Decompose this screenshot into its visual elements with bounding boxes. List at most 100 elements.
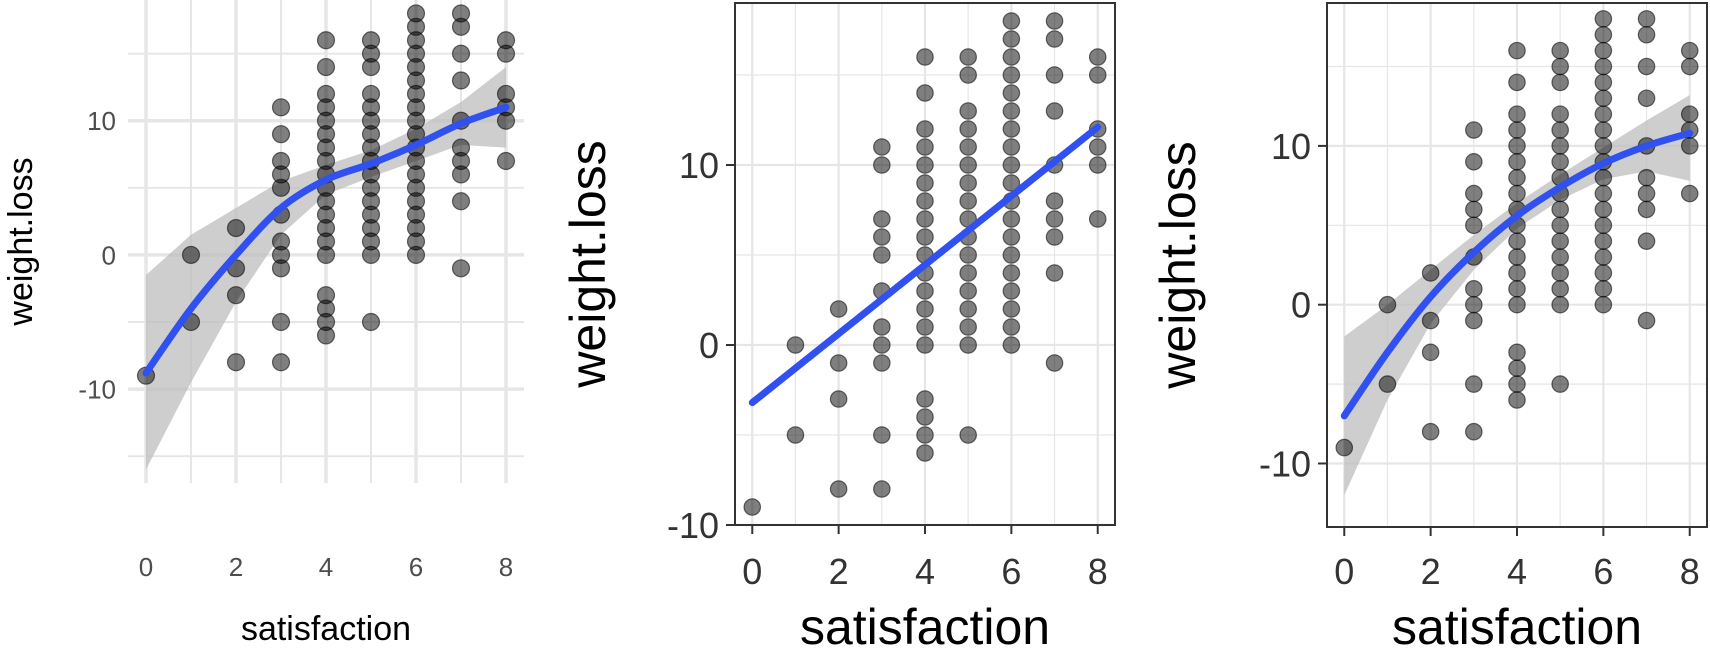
data-point <box>1002 138 1021 156</box>
x-tick-label: 2 <box>229 552 243 582</box>
data-point <box>829 300 848 318</box>
x-tick-label: 8 <box>499 552 513 582</box>
data-point <box>451 165 471 184</box>
y-tick-label: 0 <box>1291 285 1311 326</box>
x-tick-label: 2 <box>1421 551 1441 592</box>
data-point <box>1045 192 1064 210</box>
data-point <box>316 245 336 265</box>
data-point <box>916 318 934 336</box>
y-axis-title: weight.loss <box>1150 141 1206 389</box>
data-point <box>873 480 891 498</box>
data-point <box>1508 121 1526 139</box>
data-point <box>1465 216 1483 235</box>
data-point <box>1088 66 1107 84</box>
data-point <box>451 192 471 211</box>
confidence-band <box>146 67 506 470</box>
data-point <box>959 300 977 318</box>
data-point <box>1002 210 1021 228</box>
data-point <box>1594 280 1613 298</box>
data-point <box>1551 73 1569 92</box>
data-point <box>1508 295 1526 314</box>
data-point <box>916 336 934 354</box>
data-point <box>1594 105 1613 123</box>
data-point <box>1594 200 1613 219</box>
data-point <box>959 336 977 354</box>
data-point <box>959 48 977 66</box>
data-point <box>1045 354 1064 372</box>
data-point <box>1594 41 1613 60</box>
data-point <box>1465 375 1483 393</box>
data-point <box>1594 216 1613 235</box>
data-point <box>1002 102 1021 120</box>
x-tick-label: 8 <box>1088 551 1108 592</box>
data-point <box>1551 248 1569 266</box>
data-point <box>1088 210 1107 228</box>
x-tick-label: 0 <box>1334 551 1354 592</box>
data-point <box>1508 391 1526 409</box>
data-point <box>1508 343 1526 362</box>
data-point <box>451 259 471 278</box>
data-point <box>1508 264 1526 282</box>
data-point <box>1680 137 1699 155</box>
data-point <box>916 174 934 192</box>
y-tick-label: 0 <box>699 325 719 366</box>
data-point <box>959 282 977 300</box>
data-point <box>916 444 934 462</box>
data-point <box>181 245 201 265</box>
data-point <box>1465 121 1483 139</box>
data-point <box>1594 232 1613 250</box>
x-tick-label: 4 <box>319 552 333 582</box>
data-point <box>829 480 848 498</box>
data-point <box>1594 121 1613 139</box>
data-point <box>1508 248 1526 266</box>
data-point <box>1045 102 1064 120</box>
data-point <box>916 156 934 174</box>
data-point <box>916 228 934 246</box>
data-point <box>959 318 977 336</box>
data-point <box>916 138 934 156</box>
data-point <box>1045 66 1064 84</box>
data-point <box>1508 73 1526 92</box>
data-point <box>1465 280 1483 298</box>
data-point <box>1508 137 1526 155</box>
data-point <box>1088 48 1107 66</box>
data-point <box>1465 152 1483 171</box>
data-point <box>1045 264 1064 282</box>
data-point <box>271 353 291 372</box>
data-point <box>226 218 246 238</box>
x-tick-label: 4 <box>1507 551 1527 592</box>
y-tick-label: -10 <box>1259 443 1311 484</box>
data-point <box>916 48 934 66</box>
data-point <box>1002 228 1021 246</box>
chart-panel-1: 0 2 4 6 8 -10 0 10 satisfaction weight.loss <box>2 0 524 648</box>
data-point <box>1508 105 1526 123</box>
data-point <box>873 138 891 156</box>
data-point <box>959 102 977 120</box>
data-point <box>1045 12 1064 30</box>
y-tick-label: 10 <box>87 106 116 136</box>
data-point <box>271 178 291 197</box>
data-point <box>1508 280 1526 298</box>
data-point <box>316 31 336 50</box>
data-point <box>1680 57 1699 76</box>
x-tick-label: 6 <box>409 552 423 582</box>
data-point <box>1594 248 1613 266</box>
data-point <box>1637 232 1656 250</box>
data-point <box>496 151 516 171</box>
y-tick-label: 0 <box>102 240 116 270</box>
data-point <box>829 390 848 408</box>
data-point <box>1465 200 1483 219</box>
data-point <box>271 98 291 117</box>
data-point <box>1551 105 1569 123</box>
data-point <box>1421 422 1440 441</box>
data-point <box>1045 210 1064 228</box>
y-axis-title: weight.loss <box>560 140 616 388</box>
data-point <box>1551 295 1569 314</box>
data-point <box>959 246 977 264</box>
x-axis-title: satisfaction <box>241 610 411 648</box>
data-point <box>829 354 848 372</box>
data-point <box>916 210 934 228</box>
data-point <box>271 259 291 278</box>
data-point <box>451 71 471 90</box>
data-point <box>451 17 471 36</box>
